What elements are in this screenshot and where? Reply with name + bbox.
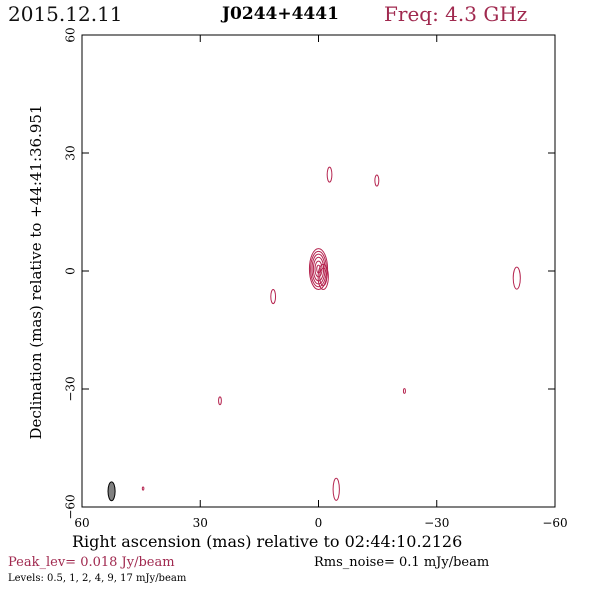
- axis-ticks: [81, 34, 556, 508]
- source-component: [270, 288, 277, 305]
- beam-ellipse: [107, 481, 116, 502]
- contour-line: [326, 166, 333, 183]
- source-component: [218, 396, 222, 406]
- y-tick-label: 0: [64, 267, 78, 275]
- x-tick-label: −60: [542, 516, 567, 530]
- x-axis-label: Right ascension (mas) relative to 02:44:…: [72, 532, 463, 551]
- contour-line: [317, 263, 329, 290]
- peak-level: Peak_lev= 0.018 Jy/beam: [8, 555, 175, 570]
- contour-line: [270, 288, 277, 305]
- contour-line: [332, 477, 340, 501]
- contour-line: [218, 396, 222, 406]
- y-tick-label: −60: [64, 494, 78, 519]
- source-component: [332, 477, 340, 501]
- contour-line: [402, 388, 406, 394]
- contour-levels: Levels: 0.5, 1, 2, 4, 9, 17 mJy/beam: [8, 573, 187, 584]
- source-component: [402, 388, 406, 394]
- rms-noise: Rms_noise= 0.1 mJy/beam: [314, 555, 490, 570]
- source-component: [512, 266, 521, 290]
- y-axis-label: Declination (mas) relative to +44:41:36.…: [27, 104, 45, 440]
- source-component: [374, 174, 380, 187]
- source-component: [317, 263, 329, 290]
- source-component: [326, 166, 333, 183]
- y-tick-label: −30: [64, 376, 78, 401]
- x-tick-label: −30: [424, 516, 449, 530]
- contour-line: [310, 250, 327, 288]
- contour-line: [374, 174, 380, 187]
- frequency-label: Freq: 4.3 GHz: [384, 2, 528, 26]
- restoring-beam: [107, 481, 116, 502]
- x-tick-label: 30: [193, 516, 208, 530]
- contour-line: [512, 266, 521, 290]
- contour-line: [141, 486, 145, 491]
- y-tick-label: 30: [64, 145, 78, 160]
- x-tick-label: 60: [74, 516, 89, 530]
- x-tick-label: 0: [315, 516, 323, 530]
- source-component: [141, 486, 145, 491]
- observation-date: 2015.12.11: [8, 2, 123, 26]
- contour-components: [141, 166, 521, 501]
- y-tick-label: 60: [64, 27, 78, 42]
- contour-line: [319, 267, 328, 287]
- source-name: J0244+4441: [222, 4, 339, 24]
